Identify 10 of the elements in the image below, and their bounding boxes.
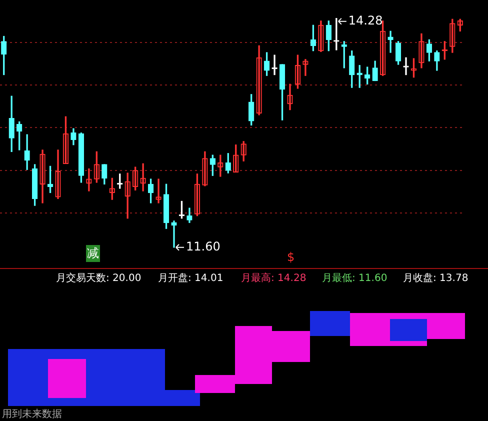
text: 月最高: 14.28 bbox=[241, 272, 306, 285]
text: 用到未来数据 bbox=[2, 408, 62, 421]
annotation: 减 bbox=[86, 245, 100, 262]
text: 月收盘: 13.78 bbox=[403, 272, 468, 285]
text: 月开盘: 14.01 bbox=[158, 272, 224, 285]
text: 月交易天数: 20.00 bbox=[56, 272, 142, 285]
text: 月最低: 11.60 bbox=[322, 272, 388, 285]
annotation: 11.60 bbox=[186, 240, 220, 254]
text: $ bbox=[286, 250, 296, 264]
annotation: 14.28 bbox=[348, 13, 383, 28]
